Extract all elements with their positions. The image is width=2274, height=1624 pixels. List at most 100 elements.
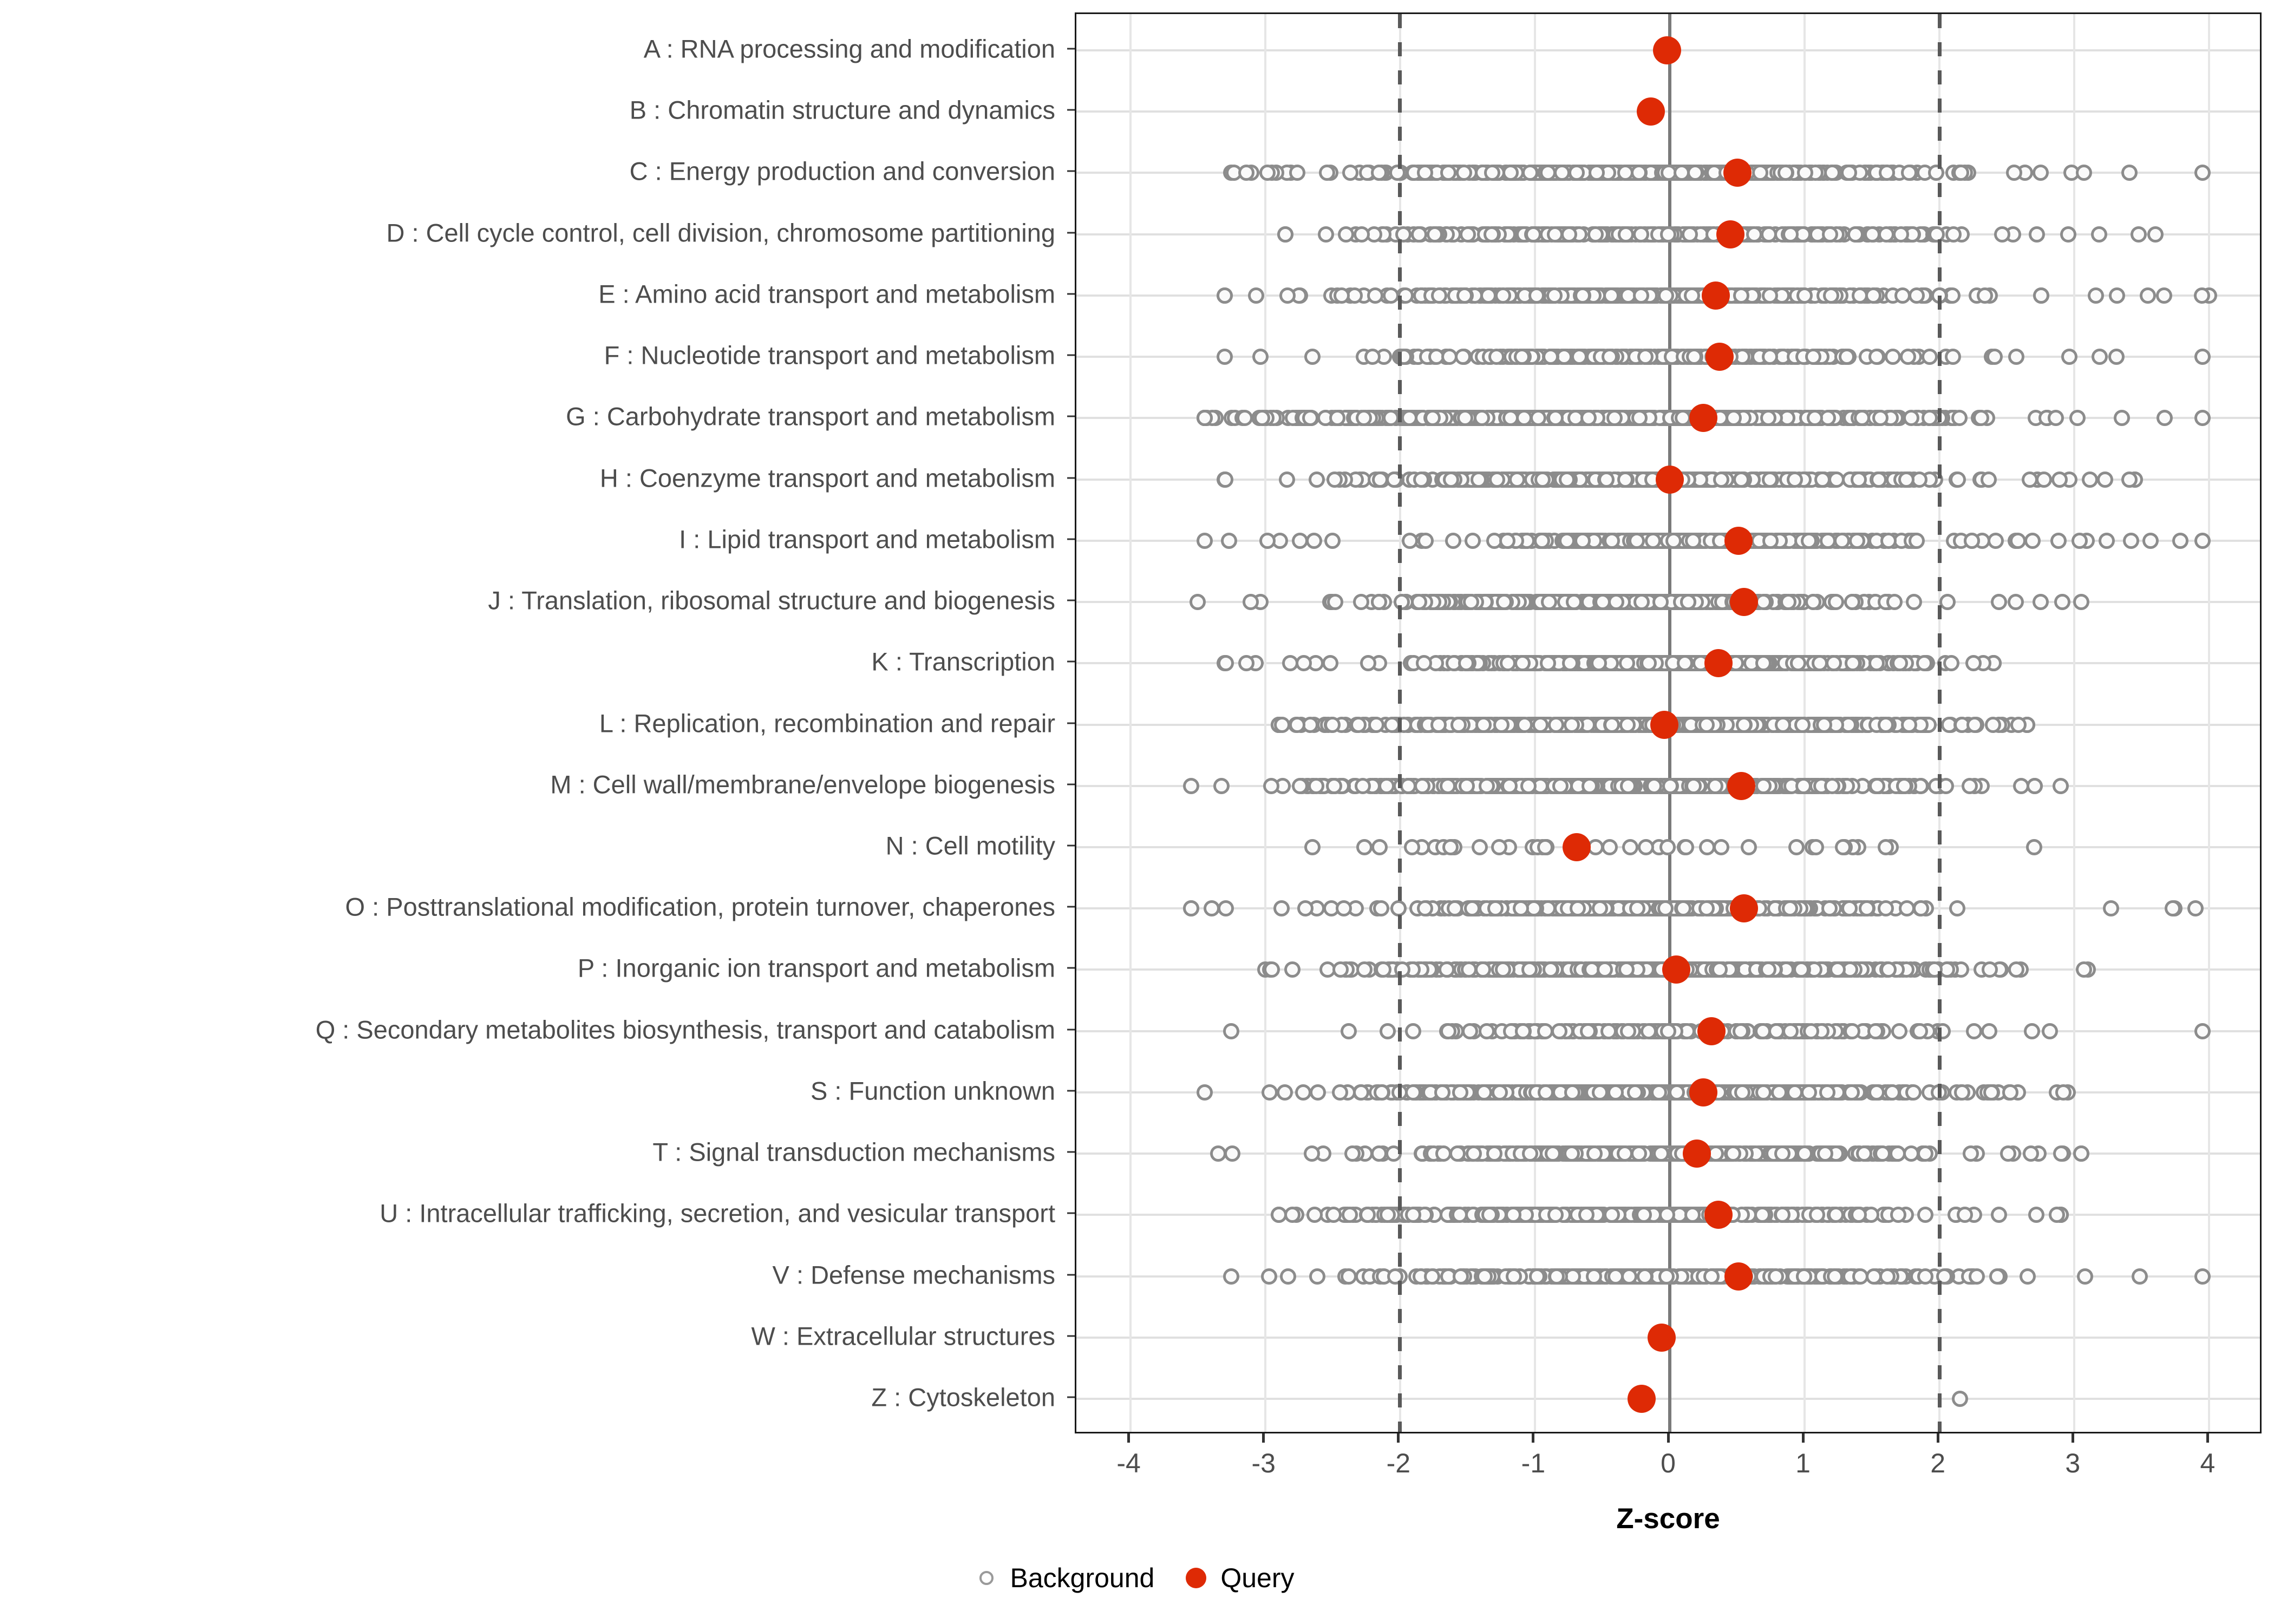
background-point xyxy=(2060,226,2077,243)
category-label: G : Carbohydrate transport and metabolis… xyxy=(566,402,1055,431)
background-point xyxy=(1574,287,1591,304)
background-point xyxy=(1483,226,1500,243)
background-point xyxy=(1190,594,1206,611)
background-point xyxy=(1574,532,1591,549)
background-point xyxy=(1903,410,1919,427)
background-point xyxy=(1844,594,1860,611)
background-point xyxy=(2029,226,2046,243)
background-point xyxy=(2155,287,2172,304)
background-point xyxy=(1196,410,1213,427)
background-point xyxy=(1821,226,1838,243)
background-point xyxy=(1514,655,1531,672)
background-point xyxy=(1674,410,1691,427)
background-point xyxy=(1762,532,1779,549)
background-point xyxy=(1508,471,1525,488)
background-point xyxy=(2109,287,2126,304)
background-point xyxy=(1976,287,1993,304)
background-point xyxy=(1517,716,1533,733)
category-label: Q : Secondary metabolites biosynthesis, … xyxy=(315,1015,1055,1044)
background-point xyxy=(1182,777,1199,794)
background-point xyxy=(1426,226,1443,243)
background-point xyxy=(1430,716,1447,733)
background-point xyxy=(2033,287,2050,304)
background-point xyxy=(1329,410,1345,427)
background-point xyxy=(1471,471,1487,488)
background-point xyxy=(1552,777,1569,794)
background-point xyxy=(1559,532,1576,549)
y-axis-tick xyxy=(1067,1335,1075,1337)
background-point xyxy=(1464,532,1481,549)
category-label: L : Replication, recombination and repai… xyxy=(599,709,1055,737)
background-point xyxy=(1945,226,1962,243)
background-point xyxy=(1864,226,1881,243)
background-point xyxy=(1849,532,1866,549)
background-point xyxy=(1370,594,1387,611)
background-point xyxy=(1988,532,2004,549)
background-point xyxy=(1455,349,1472,365)
background-point xyxy=(1839,349,1855,365)
background-point xyxy=(1263,777,1280,794)
background-point xyxy=(1322,655,1339,672)
category-label: J : Translation, ribosomal structure and… xyxy=(488,586,1055,615)
background-point xyxy=(1532,716,1548,733)
background-point xyxy=(1981,471,1997,488)
background-point xyxy=(1326,777,1343,794)
background-point xyxy=(1844,655,1861,672)
background-point xyxy=(1644,532,1661,549)
background-point xyxy=(1787,471,1803,488)
background-point xyxy=(1368,716,1385,733)
background-point xyxy=(2114,410,2131,427)
y-axis-tick xyxy=(1067,906,1075,908)
category-label: T : Signal transduction mechanisms xyxy=(652,1137,1055,1167)
background-point xyxy=(1800,532,1817,549)
category-label: W : Extracellular structures xyxy=(751,1321,1055,1351)
background-point xyxy=(2027,777,2043,794)
background-point xyxy=(1880,532,1897,549)
y-axis-tick xyxy=(1067,1212,1075,1214)
category-label: B : Chromatin structure and dynamics xyxy=(629,95,1055,125)
background-point xyxy=(1462,594,1479,611)
background-point xyxy=(1619,716,1636,733)
background-point xyxy=(2024,532,2041,549)
category-label: O : Posttranslational modification, prot… xyxy=(345,892,1055,921)
background-point xyxy=(1364,349,1381,365)
background-point xyxy=(1324,716,1341,733)
background-point xyxy=(1565,594,1582,611)
background-point xyxy=(1459,226,1476,243)
background-point xyxy=(1248,287,1265,304)
background-point xyxy=(1350,716,1367,733)
background-point xyxy=(2090,226,2107,243)
background-point xyxy=(1921,410,1938,427)
background-point xyxy=(2008,349,2024,365)
background-point xyxy=(2051,471,2068,488)
background-point xyxy=(1805,349,1821,365)
x-gridline xyxy=(2208,14,2211,1432)
background-point xyxy=(1908,532,1925,549)
y-axis-tick xyxy=(1067,170,1075,172)
background-point xyxy=(1939,594,1956,611)
background-point xyxy=(1891,655,1908,672)
background-point xyxy=(1950,471,1966,488)
background-point xyxy=(1547,716,1564,733)
background-point xyxy=(1539,165,1556,181)
background-point xyxy=(1259,532,1276,549)
y-axis-tick xyxy=(1067,1274,1075,1276)
background-point xyxy=(2139,287,2156,304)
background-point xyxy=(1378,777,1395,794)
background-point xyxy=(1440,777,1456,794)
background-point xyxy=(1501,777,1518,794)
background-point xyxy=(1794,716,1811,733)
background-point xyxy=(1546,287,1563,304)
background-point xyxy=(1603,287,1620,304)
background-point xyxy=(1327,471,1343,488)
background-point xyxy=(1603,716,1620,733)
background-point xyxy=(2097,471,2114,488)
y-axis-tick xyxy=(1067,1090,1075,1092)
background-point xyxy=(1782,226,1799,243)
category-label: Z : Cytoskeleton xyxy=(871,1383,1055,1412)
x-gridline xyxy=(1264,14,1266,1432)
background-point xyxy=(1985,716,2002,733)
background-point xyxy=(2098,532,2115,549)
background-point xyxy=(1402,532,1419,549)
y-axis-tick xyxy=(1067,783,1075,785)
